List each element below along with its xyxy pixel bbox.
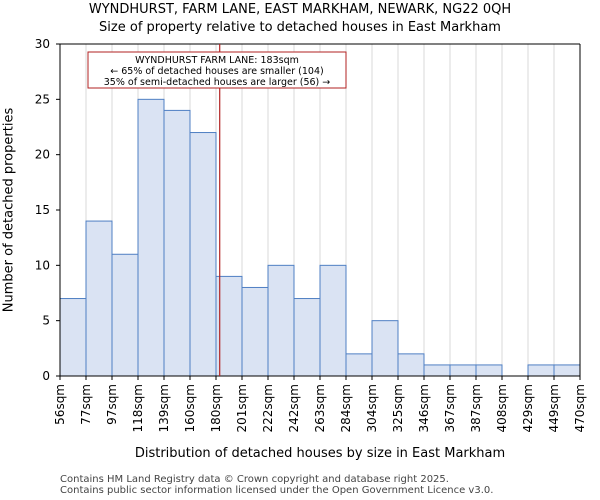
footer-copyright: Contains HM Land Registry data © Crown c… bbox=[60, 474, 449, 485]
x-tick-label: 222sqm bbox=[261, 384, 275, 432]
x-tick-label: 242sqm bbox=[287, 384, 301, 432]
footer-licence: Contains public sector information licen… bbox=[60, 485, 494, 496]
y-tick-label: 30 bbox=[35, 37, 50, 51]
x-tick-label: 139sqm bbox=[157, 384, 171, 432]
bar bbox=[137, 98, 165, 377]
y-tick-label: 20 bbox=[35, 148, 50, 162]
x-tick-label: 408sqm bbox=[495, 384, 509, 432]
x-tick-label: 201sqm bbox=[235, 384, 249, 432]
bar bbox=[475, 364, 503, 377]
x-tick-label: 346sqm bbox=[417, 384, 431, 432]
bar bbox=[371, 320, 399, 377]
bar bbox=[111, 253, 139, 377]
x-tick-label: 449sqm bbox=[547, 384, 561, 432]
y-tick-label: 25 bbox=[35, 92, 50, 106]
bar bbox=[449, 364, 477, 377]
x-tick-label: 77sqm bbox=[79, 384, 93, 425]
bar bbox=[85, 220, 113, 377]
bar bbox=[319, 264, 347, 377]
y-tick-label: 10 bbox=[35, 258, 50, 272]
y-tick-label: 15 bbox=[35, 203, 50, 217]
bar bbox=[267, 264, 295, 377]
annotation-line: 35% of semi-detached houses are larger (… bbox=[104, 77, 331, 88]
x-tick-label: 325sqm bbox=[391, 384, 405, 432]
bar bbox=[241, 286, 269, 377]
bar bbox=[293, 298, 321, 377]
x-tick-label: 304sqm bbox=[365, 384, 379, 432]
annotation-line: ← 65% of detached houses are smaller (10… bbox=[110, 66, 323, 77]
x-tick-label: 180sqm bbox=[209, 384, 223, 432]
annotation-box bbox=[87, 51, 347, 89]
bar bbox=[423, 364, 451, 377]
bar bbox=[527, 364, 555, 377]
chart-title: WYNDHURST, FARM LANE, EAST MARKHAM, NEWA… bbox=[88, 2, 512, 17]
bar bbox=[59, 298, 87, 377]
bar bbox=[553, 364, 581, 377]
x-tick-label: 387sqm bbox=[469, 384, 483, 432]
x-tick-label: 470sqm bbox=[573, 384, 587, 432]
x-tick-label: 263sqm bbox=[313, 384, 327, 432]
x-tick-label: 429sqm bbox=[521, 384, 535, 432]
bar bbox=[397, 353, 425, 377]
x-tick-label: 118sqm bbox=[131, 384, 145, 432]
x-tick-label: 160sqm bbox=[183, 384, 197, 432]
y-axis-label: Number of detached properties bbox=[1, 107, 17, 313]
bar bbox=[215, 275, 243, 377]
annotation-line: WYNDHURST FARM LANE: 183sqm bbox=[135, 55, 299, 66]
bar bbox=[163, 109, 191, 377]
x-tick-label: 284sqm bbox=[339, 384, 353, 432]
x-tick-label: 56sqm bbox=[53, 384, 67, 425]
chart-subtitle: Size of property relative to detached ho… bbox=[99, 20, 501, 35]
bar bbox=[189, 132, 217, 377]
x-tick-label: 367sqm bbox=[443, 384, 457, 432]
bar bbox=[345, 353, 373, 377]
y-tick-label: 0 bbox=[42, 369, 50, 383]
x-tick-label: 97sqm bbox=[105, 384, 119, 425]
x-axis-label: Distribution of detached houses by size … bbox=[134, 446, 506, 461]
y-tick-label: 5 bbox=[42, 314, 50, 328]
